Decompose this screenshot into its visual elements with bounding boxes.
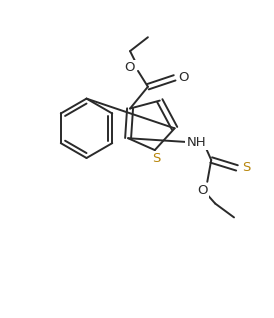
Text: O: O (197, 184, 208, 197)
Text: S: S (242, 162, 250, 174)
Text: S: S (153, 153, 161, 165)
Text: NH: NH (187, 136, 206, 149)
Text: O: O (124, 61, 134, 74)
Text: O: O (178, 71, 189, 84)
